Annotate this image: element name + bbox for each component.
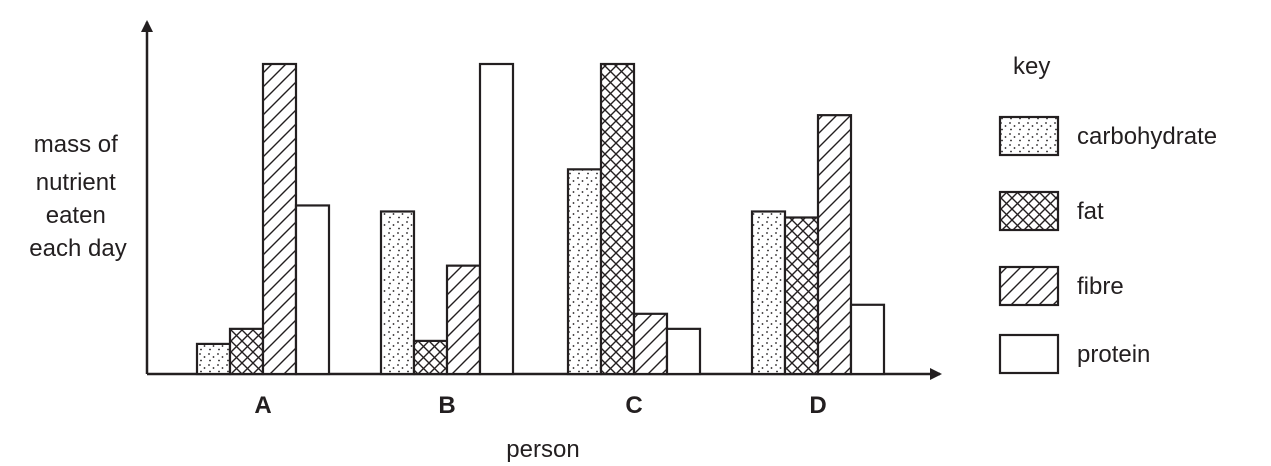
bar-C-fibre — [632, 312, 669, 376]
bar-B-fat — [412, 339, 449, 376]
y-axis-label-line: mass of — [34, 131, 118, 158]
category-label-D: D — [809, 392, 826, 419]
legend-swatch-carbohydrate — [998, 115, 1060, 157]
bar-D-fibre — [816, 114, 853, 376]
y-axis-label-line: eaten — [46, 202, 106, 229]
bars-group — [195, 62, 886, 376]
category-label-B: B — [438, 392, 455, 419]
category-label-A: A — [254, 392, 271, 419]
bar-A-fibre — [261, 62, 298, 376]
legend-title: key — [1013, 53, 1050, 80]
legend-label-fat: fat — [1077, 198, 1104, 225]
bar-B-protein — [478, 62, 515, 376]
legend-swatch-fibre — [998, 265, 1060, 307]
bar-C-carbohydrate — [566, 168, 603, 376]
legend-label-protein: protein — [1077, 341, 1150, 368]
bar-A-fat — [228, 327, 265, 376]
bar-B-carbohydrate — [379, 210, 416, 376]
legend-swatch-fat — [998, 190, 1060, 232]
legend-label-fibre: fibre — [1077, 273, 1124, 300]
y-axis-label-line: each day — [29, 235, 126, 262]
bar-D-carbohydrate — [750, 210, 787, 376]
legend: key carbohydrate fat fibre protein — [998, 53, 1217, 375]
bar-C-fat — [599, 62, 636, 376]
bar-A-carbohydrate — [195, 342, 232, 376]
bar-C-protein — [665, 327, 702, 376]
y-axis-label: mass of nutrient eaten each day — [29, 131, 126, 262]
category-label-C: C — [625, 392, 642, 419]
x-axis-label: person — [506, 436, 579, 463]
legend-swatch-protein — [998, 333, 1060, 375]
category-labels: A B C D — [254, 392, 826, 419]
bar-B-fibre — [445, 264, 482, 376]
legend-items: carbohydrate fat fibre protein — [998, 115, 1217, 375]
y-axis-label-line: nutrient — [36, 169, 116, 196]
bar-A-protein — [294, 204, 331, 376]
legend-label-carbohydrate: carbohydrate — [1077, 123, 1217, 150]
bar-D-fat — [783, 216, 820, 376]
bar-D-protein — [849, 303, 886, 376]
